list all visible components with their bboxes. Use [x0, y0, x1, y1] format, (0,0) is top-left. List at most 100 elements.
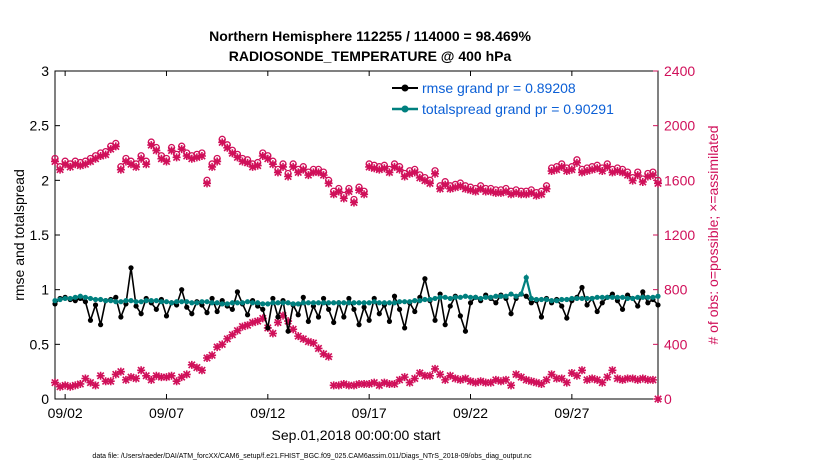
totalspread-point [209, 300, 215, 306]
obs-assimilated-marker [223, 334, 232, 343]
obs-possible-cross [517, 190, 526, 199]
obs-possible-cross [152, 146, 161, 155]
obs-assimilated-marker [167, 371, 176, 380]
obs-assimilated-marker [208, 351, 217, 360]
obs-possible-cross [147, 141, 156, 150]
rmse-point [422, 276, 428, 282]
obs-assimilated-marker [390, 379, 399, 388]
obs-assimilated-marker [152, 371, 161, 380]
x-tick-label: 09/02 [48, 405, 83, 421]
obs-assimilated-marker [623, 374, 632, 383]
obs-assimilated-marker [380, 378, 389, 387]
rmse-point [351, 306, 357, 312]
obs-assimilated-marker [273, 318, 282, 327]
obs-assimilated-marker [182, 370, 191, 379]
obs-assimilated-marker [66, 382, 75, 391]
rmse-point [320, 295, 327, 302]
obs-assimilated-marker [111, 370, 120, 379]
y2-tick-label: 2400 [664, 63, 695, 79]
obs-possible-cross [203, 179, 212, 188]
obs-assimilated-marker [648, 375, 657, 384]
obs-possible-cross [132, 162, 141, 171]
y2-tick-label: 1200 [664, 227, 695, 243]
obs-assimilated-marker [349, 381, 358, 390]
totalspread-point [143, 298, 149, 304]
obs-possible-cross [238, 157, 247, 166]
obs-possible-cross [385, 168, 394, 177]
y-tick-label: 3 [41, 63, 49, 79]
obs-assimilated-marker [370, 378, 379, 387]
obs-possible-cross [405, 169, 414, 178]
totalspread-point [614, 294, 621, 300]
rmse-point [559, 303, 565, 309]
obs-assimilated-marker [142, 371, 151, 380]
obs-assimilated-marker [334, 381, 343, 390]
obs-assimilated-marker [415, 369, 424, 378]
obs-possible-cross [425, 179, 434, 188]
obs-possible-cross [273, 168, 282, 177]
rmse-point [275, 314, 281, 320]
obs-assimilated-marker [491, 375, 500, 384]
obs-assimilated-marker [162, 373, 171, 382]
totalspread-point [341, 300, 347, 306]
obs-assimilated-marker [319, 349, 328, 358]
totalspread-point [315, 300, 322, 306]
totalspread-point [381, 300, 387, 306]
obs-possible-cross [567, 165, 576, 174]
totalspread-point [442, 294, 448, 300]
obs-possible-cross [56, 165, 65, 174]
obs-possible-cross [91, 154, 100, 163]
totalspread-point [472, 294, 479, 300]
rmse-point [234, 289, 241, 295]
totalspread-point [457, 294, 463, 300]
obs-possible-cross [608, 168, 617, 177]
totalspread-point [320, 300, 327, 306]
totalspread-point [255, 300, 261, 306]
totalspread-point [584, 295, 590, 302]
obs-possible-cross [248, 162, 257, 171]
obs-possible-cross [96, 152, 105, 160]
totalspread-point [574, 295, 580, 302]
rmse-point [655, 302, 661, 308]
totalspread-point [371, 299, 377, 305]
totalspread-point [52, 298, 58, 304]
obs-possible-cross [628, 176, 637, 185]
obs-assimilated-marker [284, 317, 293, 326]
obs-possible-cross [268, 160, 277, 169]
totalspread-point [650, 294, 656, 300]
totalspread-point [386, 300, 393, 306]
obs-assimilated-marker [598, 378, 607, 387]
rmse-point [214, 308, 220, 315]
totalspread-point [219, 301, 225, 307]
totalspread-point [543, 296, 550, 303]
rmse-point [82, 299, 89, 305]
obs-possible-cross [233, 153, 242, 162]
series-layer [52, 265, 661, 334]
rmse-point [619, 306, 626, 312]
totalspread-point [285, 300, 291, 306]
totalspread-point [260, 301, 266, 307]
totalspread-point [108, 298, 114, 304]
obs-possible-cross [562, 167, 571, 176]
obs-possible-cross [471, 187, 480, 196]
obs-possible-cross [243, 158, 252, 167]
totalspread-point [594, 294, 600, 300]
totalspread-point [356, 300, 362, 306]
obs-possible-cross [618, 168, 627, 177]
obs-assimilated-marker [542, 375, 551, 384]
obs-assimilated-marker [400, 373, 409, 382]
rmse-point [98, 322, 104, 328]
totalspread-point [503, 293, 509, 299]
obs-assimilated-marker [233, 326, 242, 335]
totalspread-point [366, 300, 372, 306]
totalspread-point [599, 294, 605, 300]
obs-possible-cross [395, 165, 404, 174]
legend-rmse-label: rmse grand pr = 0.89208 [422, 80, 576, 96]
totalspread-point [189, 300, 195, 306]
totalspread-point [346, 300, 352, 306]
totalspread-point [336, 300, 342, 306]
rmse-point [635, 303, 641, 309]
totalspread-point [239, 300, 246, 306]
obs-assimilated-marker [314, 344, 323, 353]
